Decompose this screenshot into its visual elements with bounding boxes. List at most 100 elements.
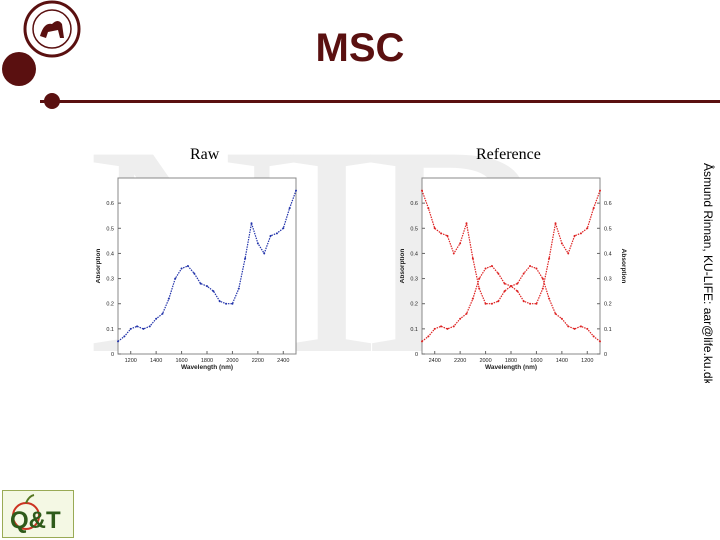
y2-tick-label: 0.4 (604, 251, 612, 257)
x-axis-label: Wavelength (nm) (181, 364, 233, 371)
panel-label-raw: Raw (190, 146, 220, 163)
y-tick-label: 0.1 (106, 327, 114, 333)
data-point (484, 267, 487, 270)
y-tick-label: 0 (111, 352, 114, 358)
y-axis-label: Absorption (400, 249, 406, 284)
x-tick-label: 2000 (226, 358, 238, 364)
series-line-1 (421, 190, 601, 342)
data-point (129, 327, 132, 330)
author-text: Åsmund Rinnan, KU-LIFE: aar@life.ku.dk (701, 163, 716, 383)
y-tick-label: 0.6 (106, 201, 114, 207)
data-point (237, 287, 240, 290)
data-point (516, 290, 519, 293)
data-point (535, 267, 538, 270)
data-point (206, 285, 208, 288)
data-point (161, 312, 164, 315)
data-point (440, 232, 443, 235)
data-point (567, 252, 570, 255)
data-point (548, 297, 551, 300)
data-point (490, 265, 493, 267)
x-tick-label: 1200 (125, 358, 137, 364)
data-point (269, 234, 272, 237)
data-point (535, 302, 538, 305)
data-point (225, 302, 228, 305)
data-point (592, 207, 595, 210)
data-point (433, 327, 436, 330)
y-tick-label: 0.1 (410, 327, 418, 333)
data-point (586, 227, 589, 230)
plot-frame (117, 177, 297, 355)
author-credit: Åsmund Rinnan, KU-LIFE: aar@life.ku.dk (701, 163, 716, 383)
x-tick-label: 1800 (505, 358, 517, 364)
y-tick-label: 0.6 (410, 201, 418, 207)
data-point (282, 227, 285, 230)
data-point (586, 327, 589, 330)
data-point (548, 257, 551, 260)
data-point (503, 290, 506, 293)
data-point (155, 317, 158, 320)
data-point (148, 325, 151, 328)
data-point (256, 242, 259, 245)
data-point (186, 265, 189, 267)
data-point (471, 297, 474, 300)
data-point (440, 325, 443, 328)
x-tick-label: 1600 (530, 358, 542, 364)
data-point (174, 277, 177, 280)
data-point (427, 335, 430, 338)
decor-dot-small (44, 93, 60, 109)
data-point (199, 282, 202, 285)
data-point (541, 277, 544, 280)
x-axis-label: Wavelength (nm) (485, 364, 537, 371)
x-tick-label: 1800 (201, 358, 213, 364)
data-point (599, 189, 601, 192)
data-point (529, 265, 532, 267)
data-point (522, 272, 525, 275)
plot-frame (421, 177, 601, 355)
data-point (275, 232, 278, 235)
data-point (421, 340, 423, 343)
header-rule (40, 100, 720, 103)
data-point (244, 257, 247, 260)
decor-dot-large (2, 52, 36, 86)
chart-raw: 0 0.1 0.2 0.3 0.4 0.5 0.6 1200 1400 1600 1800 2000 2… (96, 177, 297, 371)
data-point (484, 302, 487, 305)
data-point (167, 297, 170, 300)
data-point (510, 285, 512, 288)
data-point (579, 325, 582, 328)
y2-tick-label: 0.5 (604, 226, 612, 232)
y-tick-label: 0.5 (106, 226, 114, 232)
y-axis-label: Absorption (96, 249, 102, 284)
data-point (136, 325, 139, 328)
data-point (554, 222, 557, 225)
y2-tick-label: 0.1 (604, 327, 612, 333)
y2-tick-label: 0 (604, 352, 607, 358)
data-point (459, 242, 462, 245)
data-point (529, 302, 532, 305)
data-point (231, 302, 234, 305)
y2-tick-label: 0.2 (604, 302, 612, 308)
y-tick-label: 0.3 (106, 277, 114, 283)
data-point (295, 189, 297, 192)
data-point (471, 257, 474, 260)
y-tick-label: 0.4 (410, 251, 418, 257)
data-point (522, 300, 525, 303)
x-tick-label: 2000 (479, 358, 491, 364)
data-point (592, 335, 595, 338)
y-tick-label: 0.2 (410, 302, 418, 308)
data-point (459, 317, 462, 320)
data-point (421, 189, 423, 192)
data-point (573, 327, 576, 330)
data-point (433, 227, 436, 230)
y-tick-label: 0.2 (106, 302, 114, 308)
data-point (427, 207, 430, 210)
y2-tick-label: 0.3 (604, 277, 612, 283)
data-point (212, 290, 215, 293)
university-seal-icon (23, 0, 81, 58)
data-point (567, 325, 570, 328)
data-point (579, 232, 582, 235)
data-point (560, 317, 563, 320)
data-point (446, 234, 449, 237)
data-point (117, 340, 119, 343)
data-point (490, 302, 493, 305)
data-point (193, 272, 196, 275)
